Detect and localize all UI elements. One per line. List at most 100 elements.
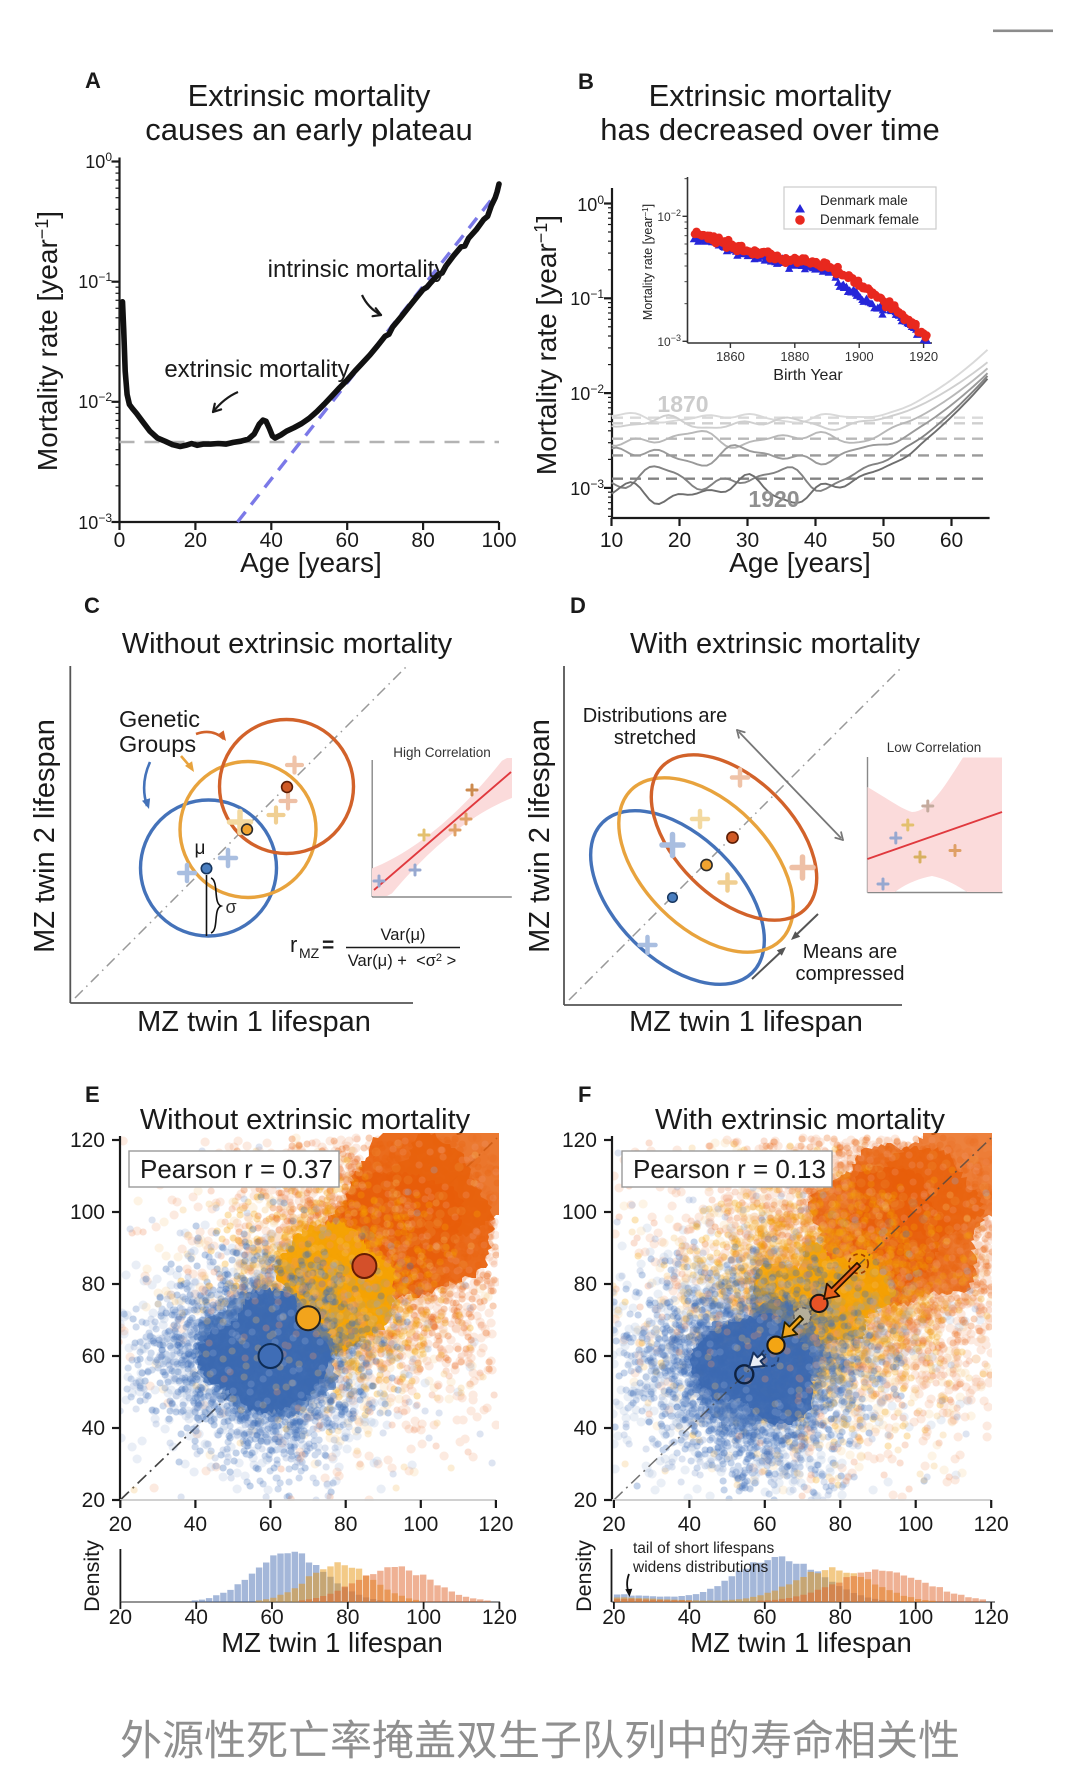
- svg-text:Age [years]: Age [years]: [729, 547, 871, 578]
- svg-text:120: 120: [478, 1513, 513, 1536]
- svg-text:100: 100: [70, 1201, 105, 1224]
- svg-text:Age [years]: Age [years]: [240, 547, 382, 578]
- svg-text:Var(μ) + <σ2 >: Var(μ) + <σ2 >: [348, 952, 457, 970]
- svg-text:100: 100: [406, 1606, 441, 1629]
- svg-text:1900: 1900: [845, 349, 874, 364]
- svg-text:60: 60: [753, 1606, 776, 1629]
- svg-text:MZ twin 1 lifespan: MZ twin 1 lifespan: [690, 1627, 912, 1658]
- svg-text:20: 20: [668, 529, 691, 552]
- svg-text:μ: μ: [195, 838, 206, 859]
- svg-text:Extrinsic mortality: Extrinsic mortality: [649, 78, 892, 113]
- svg-text:With extrinsic mortality: With extrinsic mortality: [655, 1104, 946, 1136]
- svg-text:60: 60: [336, 529, 359, 552]
- svg-text:100: 100: [898, 1606, 933, 1629]
- svg-text:High Correlation: High Correlation: [393, 745, 491, 760]
- svg-text:MZ twin 1 lifespan: MZ twin 1 lifespan: [137, 1006, 371, 1038]
- svg-text:20: 20: [109, 1606, 132, 1629]
- svg-text:40: 40: [678, 1513, 701, 1536]
- svg-text:tail of short lifespans: tail of short lifespans: [633, 1540, 775, 1557]
- svg-text:1920: 1920: [748, 486, 799, 512]
- svg-text:Groups: Groups: [119, 731, 196, 757]
- svg-text:stretched: stretched: [614, 727, 696, 749]
- svg-text:100: 100: [403, 1513, 438, 1536]
- svg-text:60: 60: [574, 1345, 597, 1368]
- svg-text:Means are: Means are: [803, 941, 898, 963]
- svg-text:0: 0: [114, 529, 126, 552]
- svg-text:60: 60: [82, 1345, 105, 1368]
- svg-text:120: 120: [482, 1606, 517, 1629]
- svg-text:50: 50: [872, 529, 895, 552]
- svg-text:MZ twin 1 lifespan: MZ twin 1 lifespan: [629, 1006, 863, 1038]
- svg-text:E: E: [85, 1082, 100, 1107]
- svg-text:B: B: [578, 69, 594, 94]
- svg-text:40: 40: [678, 1606, 701, 1629]
- svg-text:causes an early plateau: causes an early plateau: [145, 112, 472, 147]
- svg-text:Pearson r = 0.37: Pearson r = 0.37: [140, 1154, 333, 1184]
- svg-text:extrinsic mortality: extrinsic mortality: [164, 356, 349, 383]
- svg-text:Density: Density: [572, 1540, 596, 1612]
- svg-text:Genetic: Genetic: [119, 706, 200, 732]
- svg-text:60: 60: [259, 1513, 282, 1536]
- svg-text:120: 120: [562, 1129, 597, 1152]
- svg-text:=: =: [322, 934, 334, 957]
- svg-text:40: 40: [804, 529, 827, 552]
- svg-text:With extrinsic mortality: With extrinsic mortality: [630, 628, 921, 660]
- svg-text:Var(μ): Var(μ): [381, 926, 426, 944]
- svg-text:widens distributions: widens distributions: [632, 1559, 769, 1576]
- svg-text:MZ: MZ: [299, 945, 320, 961]
- svg-text:30: 30: [736, 529, 759, 552]
- svg-text:80: 80: [334, 1513, 357, 1536]
- svg-text:intrinsic mortality: intrinsic mortality: [268, 256, 447, 283]
- svg-text:1880: 1880: [780, 349, 809, 364]
- svg-text:D: D: [570, 593, 586, 618]
- svg-text:10: 10: [600, 529, 623, 552]
- svg-text:1870: 1870: [657, 391, 708, 417]
- svg-text:1920: 1920: [909, 349, 938, 364]
- svg-text:20: 20: [82, 1489, 105, 1512]
- svg-text:1860: 1860: [716, 349, 745, 364]
- svg-text:40: 40: [185, 1606, 208, 1629]
- svg-text:80: 80: [411, 529, 434, 552]
- svg-text:20: 20: [109, 1513, 132, 1536]
- svg-text:20: 20: [602, 1606, 625, 1629]
- svg-text:has decreased over time: has decreased over time: [600, 112, 939, 147]
- svg-text:80: 80: [82, 1273, 105, 1296]
- svg-text:20: 20: [184, 529, 207, 552]
- svg-text:80: 80: [336, 1606, 359, 1629]
- svg-text:20: 20: [574, 1489, 597, 1512]
- svg-text:Without extrinsic mortality: Without extrinsic mortality: [140, 1104, 471, 1136]
- svg-text:Pearson r = 0.13: Pearson r = 0.13: [633, 1154, 826, 1184]
- svg-text:Density: Density: [80, 1540, 104, 1612]
- svg-text:120: 120: [70, 1129, 105, 1152]
- svg-text:Low Correlation: Low Correlation: [887, 740, 982, 755]
- svg-text:80: 80: [829, 1606, 852, 1629]
- svg-text:σ: σ: [225, 897, 236, 917]
- svg-text:40: 40: [82, 1417, 105, 1440]
- svg-text:Mortality rate [year−1]: Mortality rate [year−1]: [531, 215, 562, 475]
- svg-text:40: 40: [260, 529, 283, 552]
- svg-text:60: 60: [753, 1513, 776, 1536]
- svg-text:Without extrinsic mortality: Without extrinsic mortality: [122, 628, 453, 660]
- svg-text:MZ twin 2 lifespan: MZ twin 2 lifespan: [524, 719, 556, 953]
- svg-text:20: 20: [602, 1513, 625, 1536]
- svg-text:Distributions are: Distributions are: [583, 705, 728, 727]
- svg-text:A: A: [85, 68, 101, 93]
- svg-text:40: 40: [184, 1513, 207, 1536]
- svg-text:r: r: [290, 932, 297, 957]
- svg-text:60: 60: [260, 1606, 283, 1629]
- svg-text:compressed: compressed: [796, 963, 905, 985]
- svg-text:C: C: [84, 593, 100, 618]
- svg-text:MZ twin 1 lifespan: MZ twin 1 lifespan: [221, 1627, 443, 1658]
- svg-text:80: 80: [574, 1273, 597, 1296]
- svg-text:Mortality rate [year−1]: Mortality rate [year−1]: [641, 204, 655, 320]
- svg-text:F: F: [578, 1082, 591, 1107]
- svg-text:Mortality rate [year−1]: Mortality rate [year−1]: [32, 211, 63, 471]
- svg-text:Denmark female: Denmark female: [820, 212, 919, 227]
- svg-text:100: 100: [481, 529, 516, 552]
- svg-text:Denmark male: Denmark male: [820, 193, 908, 208]
- svg-text:Birth Year: Birth Year: [773, 367, 843, 384]
- svg-text:60: 60: [940, 529, 963, 552]
- svg-text:120: 120: [974, 1606, 1009, 1629]
- svg-text:120: 120: [974, 1513, 1009, 1536]
- svg-text:100: 100: [898, 1513, 933, 1536]
